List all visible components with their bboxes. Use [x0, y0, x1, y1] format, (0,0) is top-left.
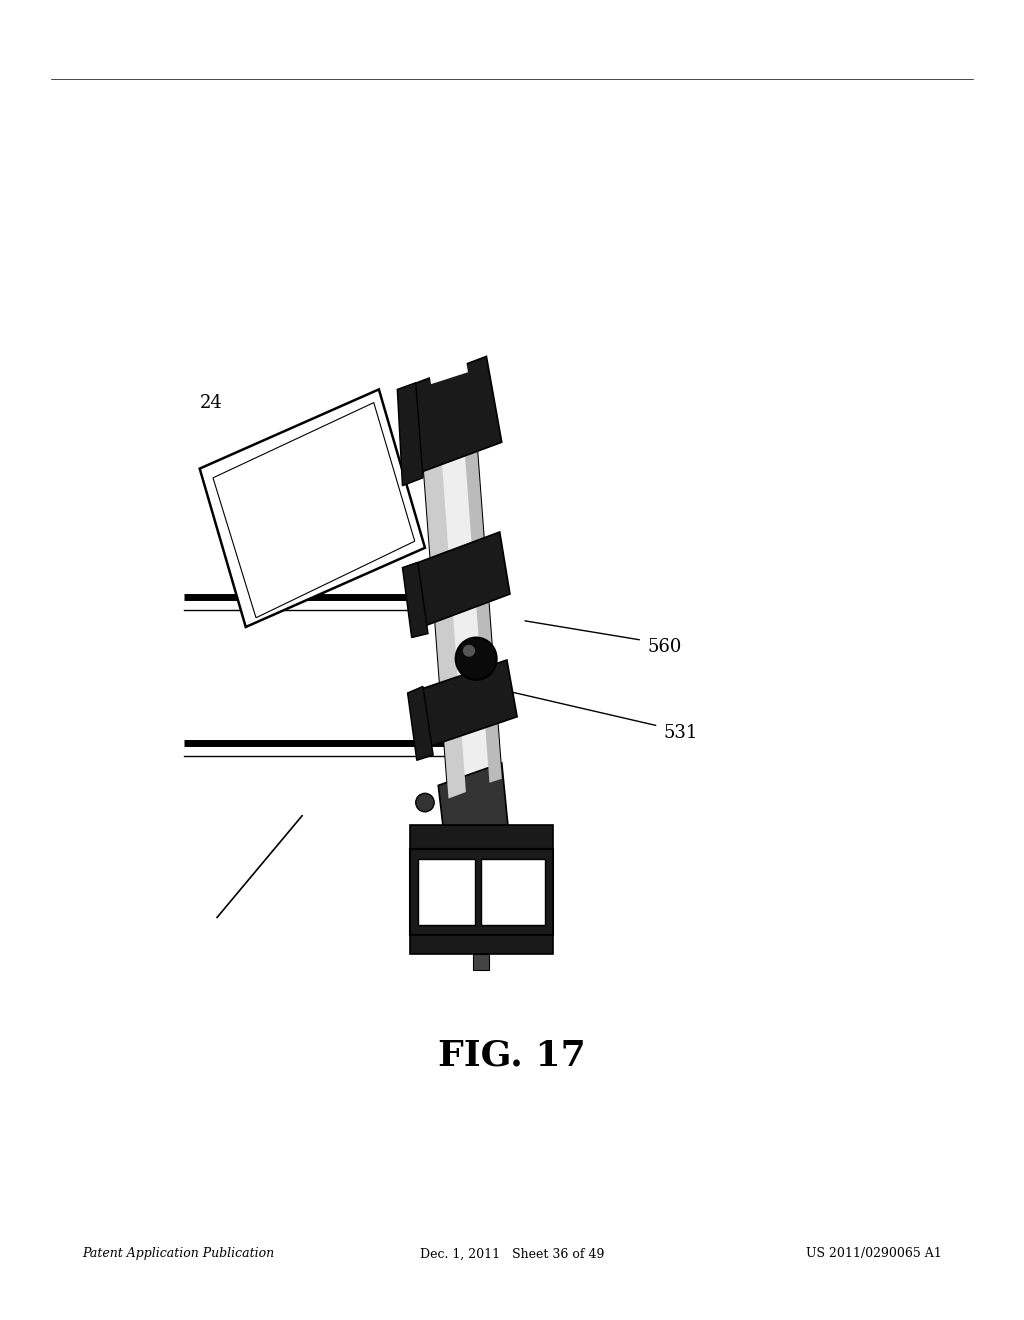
- Bar: [410, 825, 553, 849]
- Polygon shape: [397, 383, 423, 486]
- Polygon shape: [438, 763, 508, 838]
- Polygon shape: [402, 562, 428, 638]
- Text: 24: 24: [200, 393, 222, 412]
- Bar: [473, 954, 489, 970]
- Text: Patent Application Publication: Patent Application Publication: [82, 1247, 274, 1261]
- Text: 533: 533: [517, 921, 552, 940]
- Polygon shape: [410, 660, 517, 750]
- Bar: [410, 935, 553, 954]
- Polygon shape: [200, 389, 425, 627]
- Bar: [418, 859, 475, 925]
- Polygon shape: [408, 686, 433, 760]
- Text: US 2011/0290065 A1: US 2011/0290065 A1: [806, 1247, 942, 1261]
- Polygon shape: [461, 396, 502, 783]
- Polygon shape: [420, 396, 502, 799]
- Text: FIG. 17: FIG. 17: [438, 1039, 586, 1073]
- Bar: [410, 849, 553, 935]
- Polygon shape: [399, 356, 502, 475]
- Text: 531: 531: [664, 723, 698, 742]
- Ellipse shape: [416, 793, 434, 812]
- Polygon shape: [428, 354, 468, 384]
- Bar: [481, 859, 545, 925]
- Polygon shape: [404, 532, 510, 630]
- Ellipse shape: [463, 644, 475, 657]
- Ellipse shape: [456, 638, 497, 680]
- Text: 560: 560: [647, 638, 682, 656]
- Polygon shape: [420, 412, 466, 799]
- Text: Dec. 1, 2011   Sheet 36 of 49: Dec. 1, 2011 Sheet 36 of 49: [420, 1247, 604, 1261]
